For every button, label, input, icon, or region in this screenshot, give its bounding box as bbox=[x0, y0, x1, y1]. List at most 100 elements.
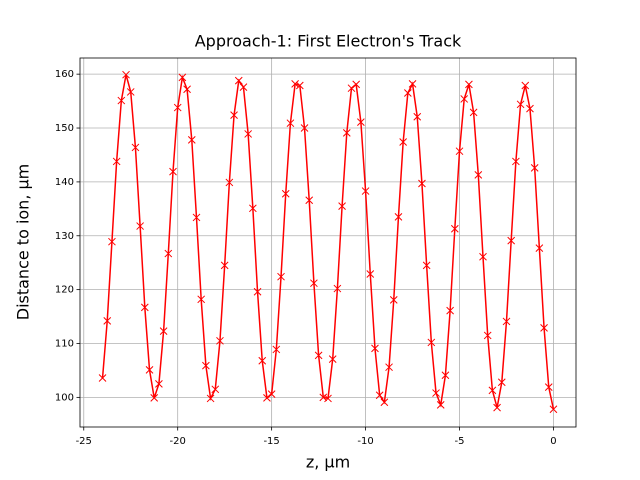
marker bbox=[216, 336, 224, 345]
marker bbox=[131, 143, 140, 152]
marker bbox=[117, 96, 126, 105]
marker bbox=[305, 196, 314, 205]
marker bbox=[483, 331, 492, 340]
marker bbox=[385, 363, 393, 372]
marker bbox=[239, 83, 248, 91]
marker bbox=[540, 324, 548, 332]
x-tick-label: 0 bbox=[550, 436, 556, 447]
marker bbox=[535, 244, 544, 253]
marker bbox=[436, 401, 445, 409]
marker bbox=[281, 189, 290, 198]
marker bbox=[314, 351, 323, 360]
marker bbox=[427, 338, 436, 347]
marker bbox=[126, 88, 135, 96]
x-tick-label: -25 bbox=[76, 436, 92, 447]
marker bbox=[173, 103, 182, 112]
marker bbox=[526, 104, 534, 113]
marker bbox=[225, 178, 234, 187]
marker bbox=[497, 378, 506, 387]
marker bbox=[375, 391, 384, 400]
marker bbox=[164, 249, 173, 258]
marker bbox=[319, 393, 328, 402]
y-tick-label: 120 bbox=[55, 285, 74, 296]
y-tick-label: 140 bbox=[55, 177, 74, 188]
marker bbox=[450, 224, 459, 233]
marker bbox=[155, 380, 163, 388]
marker bbox=[248, 204, 257, 213]
marker bbox=[366, 270, 375, 278]
marker bbox=[474, 171, 483, 179]
x-tick-label: -5 bbox=[455, 436, 465, 447]
y-tick-label: 130 bbox=[55, 231, 74, 242]
marker bbox=[413, 112, 422, 121]
marker bbox=[418, 179, 426, 188]
marker bbox=[169, 167, 177, 176]
marker bbox=[263, 394, 271, 402]
marker bbox=[403, 89, 412, 97]
marker bbox=[150, 394, 159, 402]
marker bbox=[234, 76, 243, 85]
marker bbox=[530, 164, 539, 172]
marker bbox=[361, 187, 370, 195]
marker bbox=[338, 202, 346, 210]
marker bbox=[507, 236, 516, 245]
marker bbox=[136, 222, 144, 230]
x-axis-label: z, μm bbox=[306, 453, 350, 472]
marker bbox=[230, 111, 238, 119]
marker bbox=[192, 213, 201, 222]
marker bbox=[380, 398, 389, 407]
marker bbox=[544, 383, 553, 391]
marker bbox=[488, 386, 497, 395]
marker bbox=[108, 237, 116, 246]
marker bbox=[512, 157, 520, 166]
marker bbox=[267, 390, 276, 398]
marker bbox=[333, 284, 342, 293]
marker bbox=[244, 130, 253, 138]
marker bbox=[521, 81, 530, 90]
marker bbox=[352, 80, 361, 89]
marker bbox=[112, 157, 121, 166]
y-tick-label: 150 bbox=[55, 123, 74, 134]
x-tick-label: -10 bbox=[357, 436, 373, 447]
marker bbox=[258, 356, 267, 365]
marker bbox=[432, 389, 440, 397]
marker bbox=[277, 272, 285, 281]
marker bbox=[389, 296, 398, 304]
marker bbox=[98, 374, 107, 382]
marker bbox=[493, 403, 501, 412]
x-tick-label: -20 bbox=[170, 436, 186, 447]
marker bbox=[291, 80, 299, 88]
y-axis-label: Distance to ion, μm bbox=[14, 164, 33, 321]
marker bbox=[328, 355, 337, 363]
axes-frame bbox=[79, 57, 577, 428]
y-tick-label: 160 bbox=[55, 69, 74, 80]
marker bbox=[371, 344, 379, 353]
marker bbox=[460, 95, 469, 103]
marker bbox=[211, 385, 220, 394]
marker bbox=[455, 147, 464, 156]
marker bbox=[202, 361, 210, 370]
marker bbox=[479, 252, 487, 261]
marker bbox=[469, 108, 478, 117]
marker bbox=[422, 261, 431, 270]
marker bbox=[103, 317, 112, 325]
marker bbox=[183, 85, 191, 94]
marker bbox=[310, 279, 318, 288]
marker bbox=[441, 371, 450, 380]
marker bbox=[347, 84, 356, 93]
marker bbox=[286, 119, 295, 128]
marker bbox=[300, 124, 309, 132]
marker bbox=[140, 303, 149, 312]
marker bbox=[408, 80, 417, 88]
marker bbox=[516, 100, 525, 109]
marker bbox=[187, 136, 196, 144]
marker bbox=[145, 366, 154, 374]
marker bbox=[206, 394, 215, 403]
marker bbox=[159, 327, 168, 335]
marker bbox=[295, 81, 304, 90]
marker bbox=[549, 405, 558, 414]
marker bbox=[178, 73, 187, 82]
marker bbox=[272, 345, 281, 354]
